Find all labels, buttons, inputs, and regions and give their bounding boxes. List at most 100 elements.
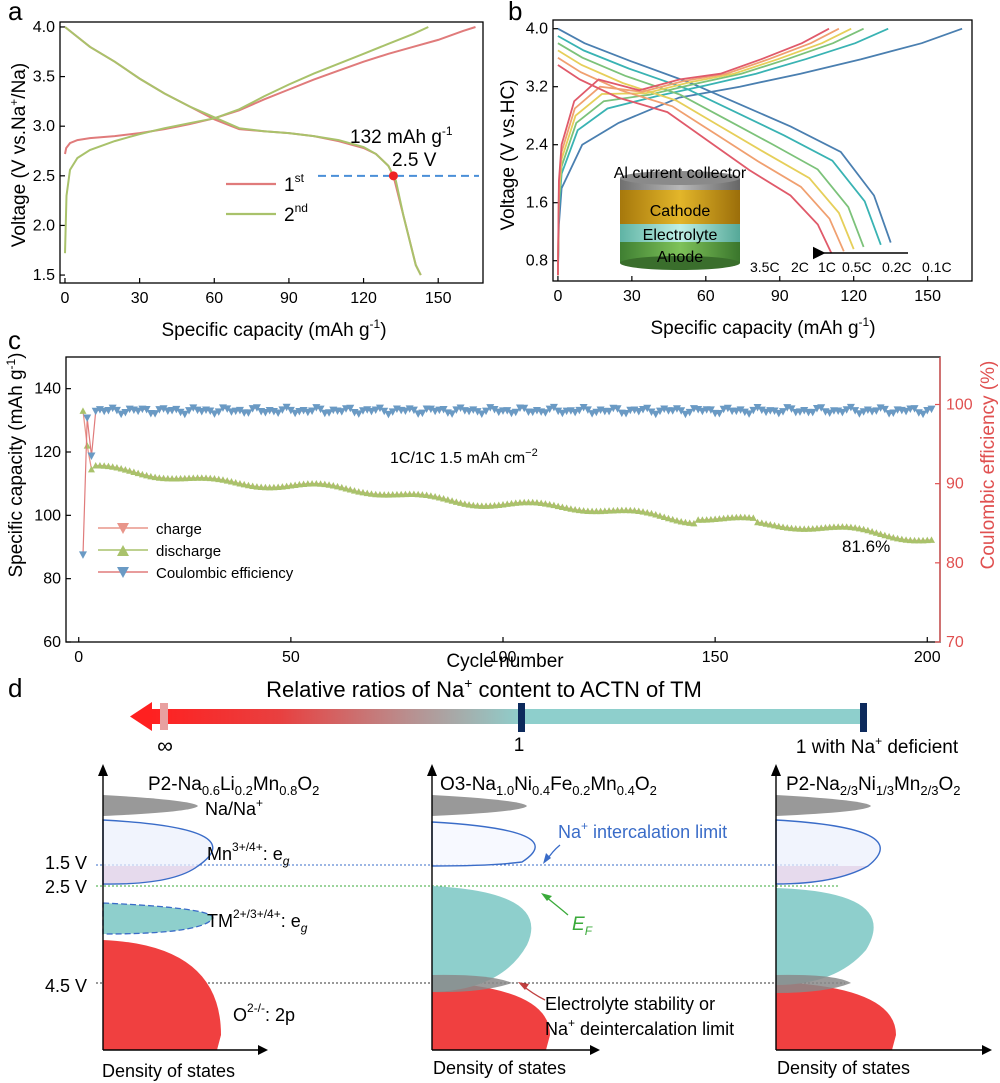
ce-point	[872, 407, 881, 415]
discharge-point	[423, 491, 431, 499]
curve-discharge-1C	[557, 49, 855, 250]
ratio-tick-inf: ∞	[157, 733, 173, 758]
inset-cathode-label: Cathode	[650, 203, 711, 220]
ce-point	[723, 404, 732, 413]
na-reference-band	[776, 795, 871, 816]
discharge-point	[138, 470, 146, 478]
discharge-point	[130, 468, 138, 475]
y2-tick-label: 80	[946, 555, 964, 572]
y2-tick-label: 70	[946, 634, 964, 651]
discharge-point	[215, 475, 223, 483]
ce-point	[371, 406, 380, 415]
ce-point	[87, 452, 96, 460]
y-tick-label: 0.8	[526, 253, 548, 270]
ce-point	[108, 404, 117, 413]
ce-point	[643, 404, 652, 413]
y-tick-label: 60	[43, 634, 61, 651]
discharge-point	[351, 487, 359, 494]
chart-b-xlabel: Specific capacity (mAh g-1)	[650, 315, 875, 339]
ce-point	[274, 409, 283, 417]
panel-label-c: c	[8, 325, 21, 355]
ratio-bar	[130, 702, 867, 732]
ce-point	[503, 407, 512, 415]
discharge-point	[754, 518, 762, 526]
discharge-point	[448, 497, 456, 504]
discharge-point	[558, 503, 566, 511]
discharge-point	[117, 465, 125, 472]
curve-charge-0.1C	[557, 27, 963, 276]
ce-point	[787, 405, 796, 413]
discharge-point	[121, 466, 129, 473]
ce-point	[592, 408, 601, 417]
chart-a-xlabel: Specific capacity (mAh g-1)	[161, 317, 386, 341]
cathode-layer	[620, 188, 740, 224]
panel-label-b: b	[508, 0, 522, 26]
ratio-arrow-head	[130, 702, 152, 731]
ce-point	[180, 410, 189, 419]
ce-point	[736, 406, 745, 414]
electrolyte-layer	[620, 222, 740, 242]
x-tick-label: 100	[490, 649, 517, 666]
o2p-band	[776, 982, 896, 1050]
voltage-profile-chart: 0 30 60 90 120 150 1.5 2.0 2.5 3.0 3.5 4.0	[33, 19, 484, 307]
ce-point	[677, 407, 686, 415]
discharge-point	[338, 483, 346, 491]
rate-label-3.5c: 3.5C	[750, 259, 780, 275]
overlap-band	[432, 974, 512, 993]
discharge-point	[639, 508, 647, 515]
discharge-point	[461, 500, 469, 507]
discharge-point	[342, 484, 350, 492]
ce-point	[456, 404, 465, 413]
discharge-point	[860, 525, 868, 533]
discharge-point	[529, 498, 537, 506]
o2p-band	[103, 940, 221, 1050]
ce-point	[910, 405, 919, 413]
ce-point	[439, 406, 448, 414]
discharge-point	[317, 480, 325, 487]
annotation-capacity: 132 mAh g-1	[350, 124, 453, 148]
rate-label-0.1c: 0.1C	[922, 259, 952, 275]
ce-point	[889, 409, 898, 418]
ce-point	[104, 406, 113, 415]
voltage-label-1.5: 1.5 V	[45, 853, 87, 873]
ce-point	[172, 405, 181, 414]
ce-point	[291, 409, 300, 418]
y-tick-label: 1.5	[33, 267, 55, 284]
ce-point	[465, 407, 474, 416]
discharge-point	[244, 481, 252, 489]
discharge-point	[363, 489, 371, 497]
cycling-condition-note: 1C/1C 1.5 mAh cm−2	[390, 447, 538, 467]
ce-point	[825, 409, 834, 418]
ce-point	[571, 408, 580, 417]
stability-limit-label-1: Electrolyte stability or	[545, 994, 715, 1014]
na-reference-band	[103, 795, 198, 816]
ce-point	[426, 405, 435, 414]
discharge-point	[550, 501, 558, 509]
ce-point	[685, 408, 694, 417]
ratio-tick-one: 1	[514, 735, 525, 756]
ratio-bar-title: Relative ratios of Na+ content to ACTN o…	[266, 675, 702, 702]
voltage-label-2.5: 2.5 V	[45, 877, 87, 897]
discharge-point	[889, 533, 897, 541]
ce-point	[235, 406, 244, 415]
ce-point	[855, 410, 864, 418]
ce-point	[753, 404, 762, 412]
y-tick-label: 3.0	[33, 118, 55, 135]
x-tick-label: 0	[61, 290, 70, 307]
ce-point	[706, 406, 715, 414]
discharge-point	[113, 464, 121, 471]
ratio-gradient	[150, 709, 522, 724]
curve-charge-3.5C	[557, 27, 830, 276]
discharge-point	[894, 534, 902, 542]
discharge-point	[100, 462, 108, 469]
column-title-o3: O3-Na1.0​Ni0.4​Fe0.2​Mn0.4​O2​	[440, 774, 657, 798]
ce-point	[316, 405, 325, 414]
discharge-point	[253, 483, 261, 490]
discharge-point	[367, 490, 375, 497]
collector-top	[620, 171, 740, 185]
x-tick-label: 120	[840, 288, 867, 305]
ce-point	[698, 407, 707, 416]
discharge-point	[143, 471, 151, 479]
chart-c-ylabel: Specific capacity (mAh g-1)	[4, 352, 27, 577]
empty-eg-band	[431, 821, 536, 867]
